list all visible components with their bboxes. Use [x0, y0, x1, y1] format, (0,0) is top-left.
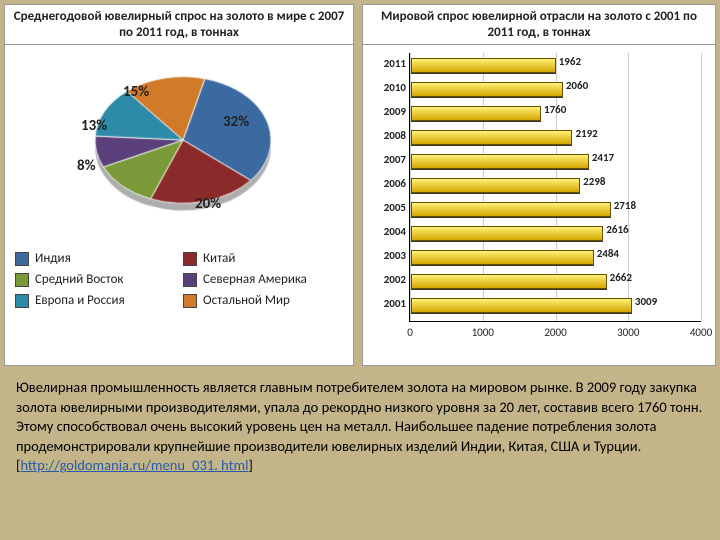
- bar-row: 20013009: [410, 293, 701, 317]
- bar: [411, 250, 594, 265]
- swatch-china: [183, 252, 197, 266]
- bar: [411, 274, 607, 289]
- y-label: 2001: [372, 297, 406, 310]
- y-label: 2002: [372, 273, 406, 286]
- bar-row: 20072417: [410, 149, 701, 173]
- bar-value: 2192: [575, 127, 597, 140]
- bar-row: 20022662: [410, 269, 701, 293]
- bar: [411, 82, 563, 97]
- bar-value: 1760: [544, 103, 566, 116]
- x-tick: 3000: [617, 326, 639, 339]
- bar-row: 20052718: [410, 197, 701, 221]
- body-text: Ювелирная промышленность является главны…: [0, 370, 720, 482]
- bar-panel: Мировой спрос ювелирной отрасли на золот…: [362, 4, 716, 366]
- x-tick: 2000: [544, 326, 566, 339]
- bar-row: 20082192: [410, 125, 701, 149]
- pie-canvas: [53, 45, 313, 235]
- bar-title: Мировой спрос ювелирной отрасли на золот…: [363, 5, 715, 45]
- y-label: 2010: [372, 81, 406, 94]
- legend-label: Индия: [35, 251, 71, 266]
- swatch-na: [183, 273, 197, 287]
- bar: [411, 178, 580, 193]
- bar: [411, 130, 572, 145]
- bar-row: 20032484: [410, 245, 701, 269]
- swatch-india: [15, 252, 29, 266]
- bar-value: 3009: [635, 295, 657, 308]
- swatch-rest: [183, 294, 197, 308]
- bar-row: 20062298: [410, 173, 701, 197]
- legend-label: Китай: [203, 251, 235, 266]
- bar: [411, 154, 589, 169]
- y-label: 2005: [372, 201, 406, 214]
- legend-na: Северная Америка: [183, 272, 343, 287]
- legend-label: Европа и Россия: [35, 293, 125, 308]
- bar-value: 2718: [614, 199, 636, 212]
- x-tick: 4000: [690, 326, 712, 339]
- swatch-me: [15, 273, 29, 287]
- y-label: 2004: [372, 225, 406, 238]
- y-label: 2003: [372, 249, 406, 262]
- y-label: 2008: [372, 129, 406, 142]
- bar: [411, 106, 541, 121]
- y-label: 2006: [372, 177, 406, 190]
- bar-value: 2662: [610, 271, 632, 284]
- source-link[interactable]: http://goldomania.ru/menu_031. html: [20, 456, 248, 474]
- bar-row: 20091760: [410, 101, 701, 125]
- x-tick: 0: [407, 326, 413, 339]
- bar-chart: 0100020003000400020111962201020602009176…: [363, 45, 715, 366]
- bar-value: 2298: [583, 175, 605, 188]
- bar-value: 2060: [566, 79, 588, 92]
- bar-row: 20042616: [410, 221, 701, 245]
- legend-rest: Остальной Мир: [183, 293, 343, 308]
- bar-row: 20111962: [410, 53, 701, 77]
- legend-label: Северная Америка: [203, 272, 307, 287]
- bar: [411, 226, 603, 241]
- bar-value: 2616: [606, 223, 628, 236]
- legend-china: Китай: [183, 251, 343, 266]
- bar: [411, 298, 632, 313]
- legend-eur: Европа и Россия: [15, 293, 175, 308]
- bar-value: 1962: [559, 55, 581, 68]
- paragraph-after: ]: [248, 456, 252, 474]
- y-label: 2009: [372, 105, 406, 118]
- legend-me: Средний Восток: [15, 272, 175, 287]
- y-label: 2007: [372, 153, 406, 166]
- legend-label: Средний Восток: [35, 272, 123, 287]
- charts-row: Среднегодовой ювелирный спрос на золото …: [0, 0, 720, 370]
- y-label: 2011: [372, 57, 406, 70]
- legend-label: Остальной Мир: [203, 293, 290, 308]
- pie-chart: 32% 20% 12% 8% 13% 15%: [5, 45, 353, 245]
- bar-value: 2484: [597, 247, 619, 260]
- bar-value: 2417: [592, 151, 614, 164]
- x-tick: 1000: [472, 326, 494, 339]
- swatch-eur: [15, 294, 29, 308]
- bar-row: 20102060: [410, 77, 701, 101]
- bar: [411, 202, 611, 217]
- pie-legend: Индия Китай Средний Восток Северная Амер…: [5, 245, 353, 318]
- legend-india: Индия: [15, 251, 175, 266]
- pie-title: Среднегодовой ювелирный спрос на золото …: [5, 5, 353, 45]
- pie-panel: Среднегодовой ювелирный спрос на золото …: [4, 4, 354, 366]
- bar: [411, 58, 556, 73]
